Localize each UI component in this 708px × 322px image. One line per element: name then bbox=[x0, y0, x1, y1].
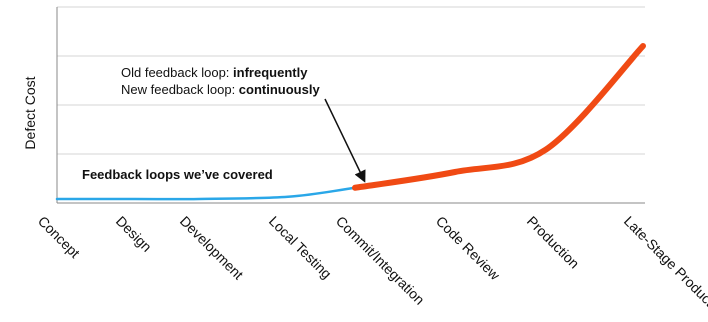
x-tick-label: Commit/Integration bbox=[333, 213, 428, 308]
x-tick-labels: Concept Design Development Local TestingCom… bbox=[35, 213, 708, 322]
x-tick-label: Design bbox=[113, 213, 155, 255]
x-tick-label: Concept bbox=[35, 213, 83, 261]
x-tick-label: Development bbox=[177, 213, 247, 283]
y-axis-label: Defect Cost bbox=[22, 76, 38, 149]
highlight-series-line bbox=[352, 43, 646, 191]
annotation-covered-loops: Feedback loops we’ve covered bbox=[82, 167, 273, 182]
grid bbox=[57, 6, 645, 155]
x-tick-label: Late-Stage Production bbox=[621, 213, 708, 322]
annotation-new-loop: New feedback loop: continuously bbox=[121, 82, 320, 97]
x-tick-label: Local Testing bbox=[266, 213, 335, 282]
x-tick-label: Production bbox=[524, 213, 583, 272]
x-tick-label: Code Review bbox=[433, 213, 504, 284]
annotation-old-loop: Old feedback loop: infrequently bbox=[121, 65, 308, 80]
annotation-arrow bbox=[324, 98, 366, 183]
